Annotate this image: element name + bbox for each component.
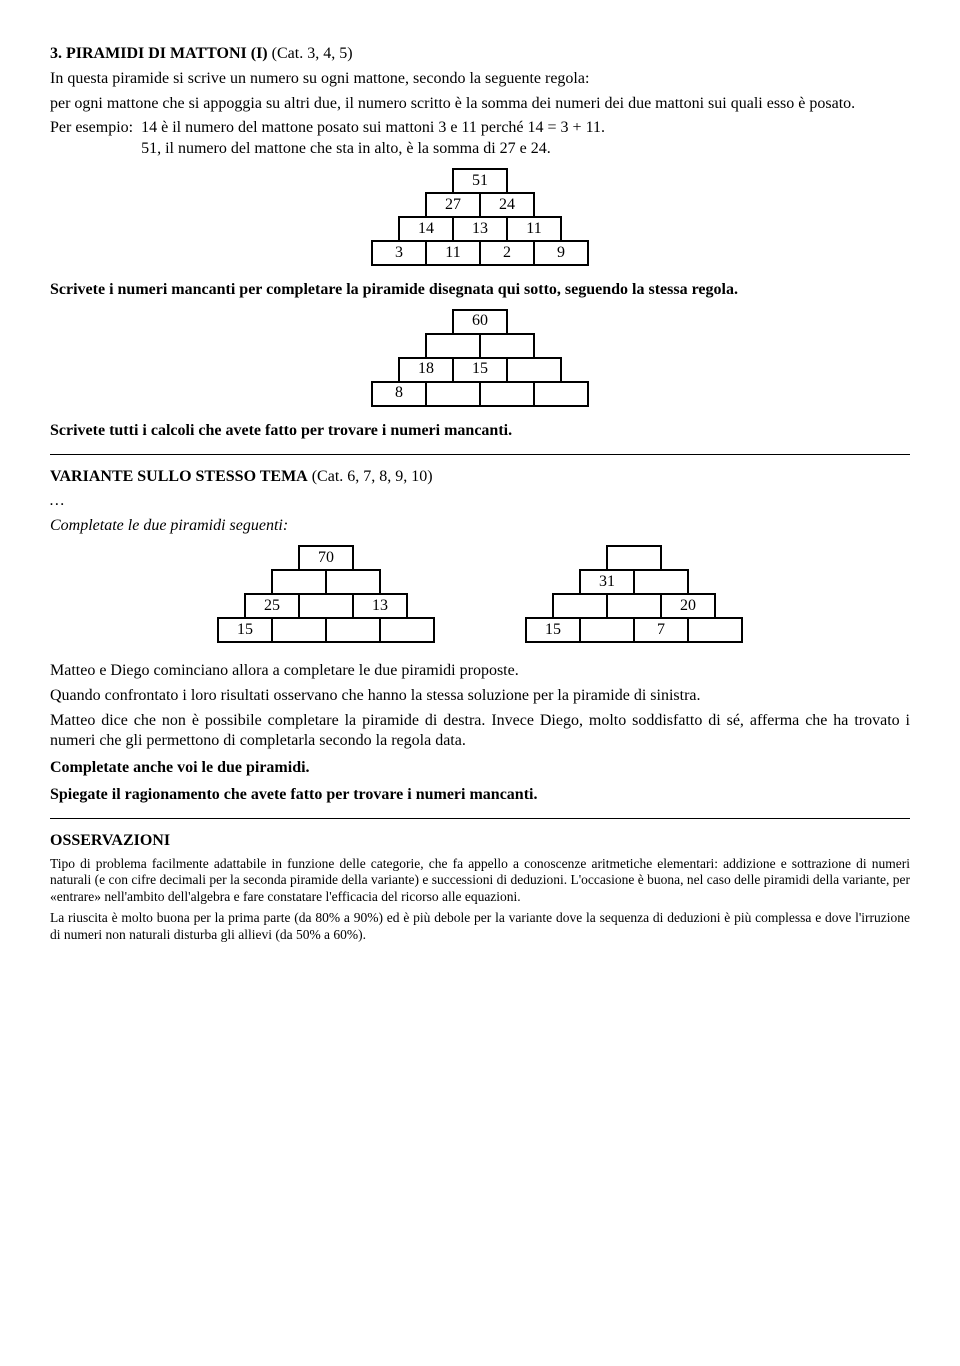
variant-instr: Completate le due piramidi seguenti: <box>50 516 910 537</box>
pyramid-cell <box>533 381 589 407</box>
pyramid-row: 25 13 <box>244 593 408 619</box>
example-line2: 51, il numero del mattone che sta in alt… <box>141 139 910 160</box>
pyramid-cell: 13 <box>352 593 408 619</box>
pyramid-row: 60 <box>452 309 508 335</box>
pyramid-cell: 24 <box>479 192 535 218</box>
pyramid-row <box>271 569 381 595</box>
pyramid-cell <box>425 381 481 407</box>
variant-title-prefix: VARIANTE SULLO STESSO TEMA <box>50 468 308 485</box>
pyramid-cell <box>479 381 535 407</box>
pyramid-cell: 11 <box>425 240 481 266</box>
pyramid-cell: 3 <box>371 240 427 266</box>
body-p2: Quando confrontato i loro risultati osse… <box>50 686 910 707</box>
intro-2: per ogni mattone che si appoggia su altr… <box>50 94 910 115</box>
pyramid-cell <box>552 593 608 619</box>
instruction-2: Scrivete tutti i calcoli che avete fatto… <box>50 421 910 442</box>
pyramid-cell <box>271 569 327 595</box>
pyramid-cell: 9 <box>533 240 589 266</box>
pyramid-cell <box>579 617 635 643</box>
variant-title-suffix: (Cat. 6, 7, 8, 9, 10) <box>308 468 433 485</box>
example-label: Per esempio: <box>50 118 133 160</box>
obs-title: OSSERVAZIONI <box>50 831 910 852</box>
pyramid-cell: 15 <box>525 617 581 643</box>
example-block: Per esempio: 14 è il numero del mattone … <box>50 118 910 160</box>
body-bold1: Completate anche voi le due piramidi. <box>50 758 910 779</box>
pyramid-cell: 13 <box>452 216 508 242</box>
pyramid-cell <box>506 357 562 383</box>
pyramid-cell: 20 <box>660 593 716 619</box>
pyramid-exercise: 6018158 <box>50 311 910 407</box>
pyramid-cell: 31 <box>579 569 635 595</box>
separator-2 <box>50 818 910 819</box>
example-line1: 14 è il numero del mattone posato sui ma… <box>141 118 910 139</box>
separator-1 <box>50 454 910 455</box>
pyramid-cell: 27 <box>425 192 481 218</box>
pyramid-cell <box>606 545 662 571</box>
pyramid-cell <box>425 333 481 359</box>
body-p3: Matteo dice che non è possibile completa… <box>50 711 910 753</box>
variant-title: VARIANTE SULLO STESSO TEMA (Cat. 6, 7, 8… <box>50 467 910 488</box>
pyramid-cell <box>298 593 354 619</box>
title-suffix: (Cat. 3, 4, 5) <box>268 45 353 62</box>
pyramid-example: 51272414131131129 <box>50 170 910 266</box>
dots: … <box>50 491 910 512</box>
body-bold2: Spiegate il ragionamento che avete fatto… <box>50 785 910 806</box>
pyramid-cell: 11 <box>506 216 562 242</box>
pyramid-cell <box>479 333 535 359</box>
pyramid-row <box>606 545 662 571</box>
pyramid-cell: 51 <box>452 168 508 194</box>
pyramid-cell: 14 <box>398 216 454 242</box>
pyramid-row: 8 <box>371 381 589 407</box>
obs-p2: La riuscita è molto buona per la prima p… <box>50 910 910 944</box>
pyramid-cell <box>633 569 689 595</box>
pyramid-row: 20 <box>552 593 716 619</box>
title-prefix: 3. PIRAMIDI DI MATTONI (I) <box>50 45 268 62</box>
pyramid-cell: 2 <box>479 240 535 266</box>
two-pyramids: 70 25 13 15 31 20 15 7 <box>50 547 910 643</box>
pyramid-row: 51 <box>452 168 508 194</box>
pyramid-row: 31129 <box>371 240 589 266</box>
pyramid-row: 31 <box>579 569 689 595</box>
intro-1: In questa piramide si scrive un numero s… <box>50 69 910 90</box>
pyramid-cell: 25 <box>244 593 300 619</box>
pyramid-cell <box>379 617 435 643</box>
pyramid-cell <box>271 617 327 643</box>
pyramid-cell: 18 <box>398 357 454 383</box>
body-p1: Matteo e Diego cominciano allora a compl… <box>50 661 910 682</box>
pyramid-cell: 70 <box>298 545 354 571</box>
pyramid-row: 70 <box>298 545 354 571</box>
pyramid-left: 70 25 13 15 <box>217 547 435 643</box>
pyramid-cell <box>606 593 662 619</box>
pyramid-row: 15 <box>217 617 435 643</box>
pyramid-cell <box>687 617 743 643</box>
pyramid-cell: 7 <box>633 617 689 643</box>
pyramid-row: 141311 <box>398 216 562 242</box>
pyramid-cell <box>325 617 381 643</box>
pyramid-cell <box>325 569 381 595</box>
pyramid-right: 31 20 15 7 <box>525 547 743 643</box>
pyramid-cell: 8 <box>371 381 427 407</box>
pyramid-cell: 15 <box>217 617 273 643</box>
instruction-1: Scrivete i numeri mancanti per completar… <box>50 280 910 301</box>
obs-p1: Tipo di problema facilmente adattabile i… <box>50 856 910 907</box>
pyramid-row <box>425 333 535 359</box>
pyramid-row: 1815 <box>398 357 562 383</box>
pyramid-cell: 15 <box>452 357 508 383</box>
pyramid-cell: 60 <box>452 309 508 335</box>
pyramid-row: 15 7 <box>525 617 743 643</box>
page-title: 3. PIRAMIDI DI MATTONI (I) (Cat. 3, 4, 5… <box>50 44 910 65</box>
pyramid-row: 2724 <box>425 192 535 218</box>
